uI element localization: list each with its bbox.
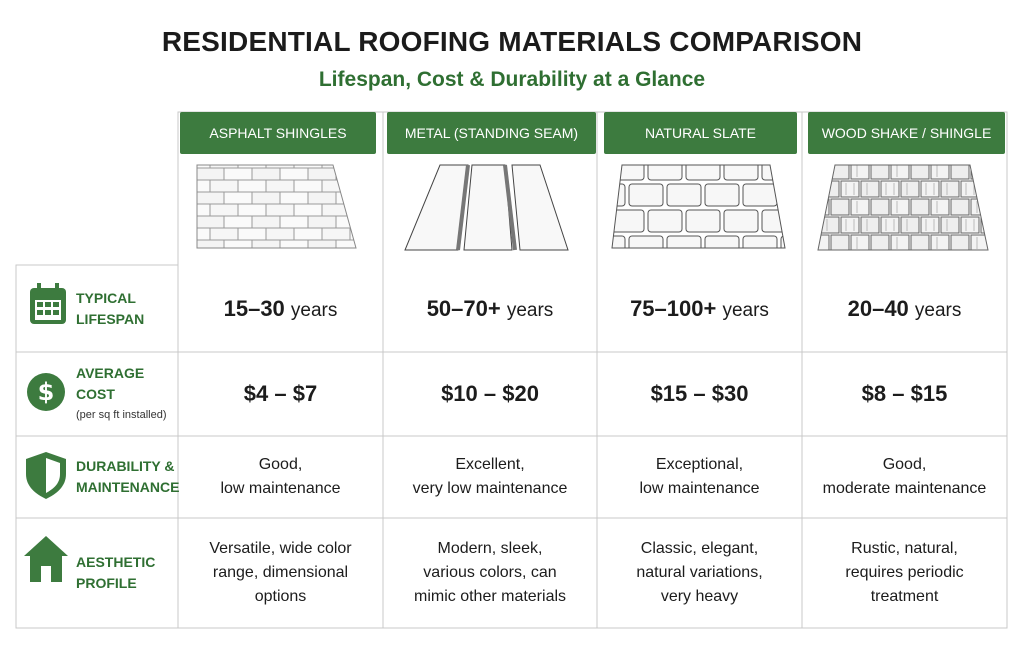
- row-label-line: AESTHETIC: [76, 554, 156, 570]
- metal-illustration: [404, 164, 569, 251]
- column-header: WOOD SHAKE / SHINGLE: [808, 112, 1005, 154]
- cell-line: treatment: [870, 588, 939, 605]
- row-label-note: (per sq ft installed): [76, 408, 167, 421]
- table-cell: 50–70+ years: [383, 265, 597, 352]
- table-grid: [15, 111, 1008, 629]
- cell-value: $15 – $30: [650, 381, 749, 406]
- cell-line: requires periodic: [845, 564, 964, 581]
- table-cell: $4 – $7: [178, 352, 383, 436]
- cell-value: 20–40: [847, 295, 909, 321]
- house-icon: [24, 536, 68, 582]
- row-label-line: TYPICAL: [76, 289, 136, 306]
- svg-text:$: $: [38, 378, 55, 406]
- table-cell: Classic, elegant, natural variations, very…: [597, 518, 802, 628]
- cell-unit: years: [506, 299, 554, 321]
- row-label: TYPICAL LIFESPAN: [76, 265, 176, 352]
- row-label-line: PROFILE: [76, 575, 137, 591]
- row-label: AESTHETIC PROFILE: [76, 518, 176, 628]
- cell-line: mimic other materials: [413, 588, 567, 605]
- calendar-icon: [30, 283, 66, 324]
- table-cell: Rustic, natural, requires periodic treatme…: [802, 518, 1007, 628]
- table-cell: Excellent, very low maintenance: [383, 436, 597, 518]
- cell-line: natural variations,: [636, 564, 763, 581]
- cell-value-line: 75–100+ years: [630, 296, 769, 322]
- subtitle: Lifespan, Cost & Durability at a Glance: [318, 68, 706, 91]
- row-label: AVERAGE COST (per sq ft installed): [76, 352, 176, 436]
- cell-line: Good,: [882, 456, 927, 473]
- table-cell: Good, moderate maintenance: [802, 436, 1007, 518]
- row-label-line: AVERAGE COST: [76, 364, 145, 402]
- table-cell: Modern, sleek, various colors, can mimic o…: [383, 518, 597, 628]
- row-label: DURABILITY & MAINTENANCE: [76, 436, 180, 518]
- cell-line: Rustic, natural,: [851, 540, 958, 557]
- cell-line: Good,: [258, 456, 303, 473]
- cell-value-line: 15–30 years: [224, 296, 338, 322]
- cell-value: $10 – $20: [441, 381, 539, 406]
- cell-value: 15–30: [223, 295, 285, 321]
- cell-unit: years: [290, 299, 338, 321]
- cell-line: very low maintenance: [412, 480, 568, 497]
- cell-line: Modern, sleek,: [437, 540, 543, 557]
- cell-value-line: 20–40 years: [848, 296, 962, 322]
- cell-line: various colors, can: [423, 564, 557, 581]
- cell-line: Versatile, wide color: [209, 540, 352, 557]
- table-cell: Exceptional, low maintenance: [597, 436, 802, 518]
- column-header: NATURAL SLATE: [604, 112, 797, 154]
- cell-line: low maintenance: [220, 480, 341, 497]
- cell-value: $4 – $7: [243, 381, 318, 406]
- cell-unit: years: [914, 299, 962, 321]
- wood-illustration: [817, 164, 989, 251]
- dollar-icon: $: [27, 373, 65, 411]
- table-cell: Good, low maintenance: [178, 436, 383, 518]
- slate-illustration: [611, 164, 786, 249]
- table-cell: Versatile, wide color range, dimensional o…: [178, 518, 383, 628]
- cell-line: Excellent,: [455, 456, 525, 473]
- cell-unit: years: [722, 299, 769, 321]
- cell-value: 75–100+: [630, 295, 717, 321]
- title: RESIDENTIAL ROOFING MATERIALS COMPARISON: [161, 26, 863, 57]
- shield-icon: [26, 452, 66, 499]
- asphalt-illustration: [196, 164, 357, 249]
- cell-line: Classic, elegant,: [640, 540, 759, 557]
- table-cell: 75–100+ years: [597, 265, 802, 352]
- column-header: ASPHALT SHINGLES: [180, 112, 376, 154]
- row-label-line: DURABILITY &: [76, 458, 175, 474]
- cell-line: low maintenance: [639, 480, 760, 497]
- table-cell: $10 – $20: [383, 352, 597, 436]
- cell-line: Exceptional,: [655, 456, 744, 473]
- cell-line: range, dimensional: [212, 564, 349, 581]
- cell-value: $8 – $15: [861, 381, 948, 406]
- cell-line: very heavy: [660, 588, 739, 605]
- cell-line: moderate maintenance: [822, 480, 987, 497]
- cell-line: options: [254, 588, 307, 605]
- row-label-line: LIFESPAN: [76, 310, 145, 327]
- table-cell: $15 – $30: [597, 352, 802, 436]
- table-cell: $8 – $15: [802, 352, 1007, 436]
- row-label-line: MAINTENANCE: [76, 479, 180, 495]
- column-header: METAL (STANDING SEAM): [387, 112, 596, 154]
- cell-value-line: 50–70+ years: [427, 296, 554, 322]
- cell-value: 50–70+: [426, 295, 501, 321]
- table-cell: 20–40 years: [802, 265, 1007, 352]
- table-cell: 15–30 years: [178, 265, 383, 352]
